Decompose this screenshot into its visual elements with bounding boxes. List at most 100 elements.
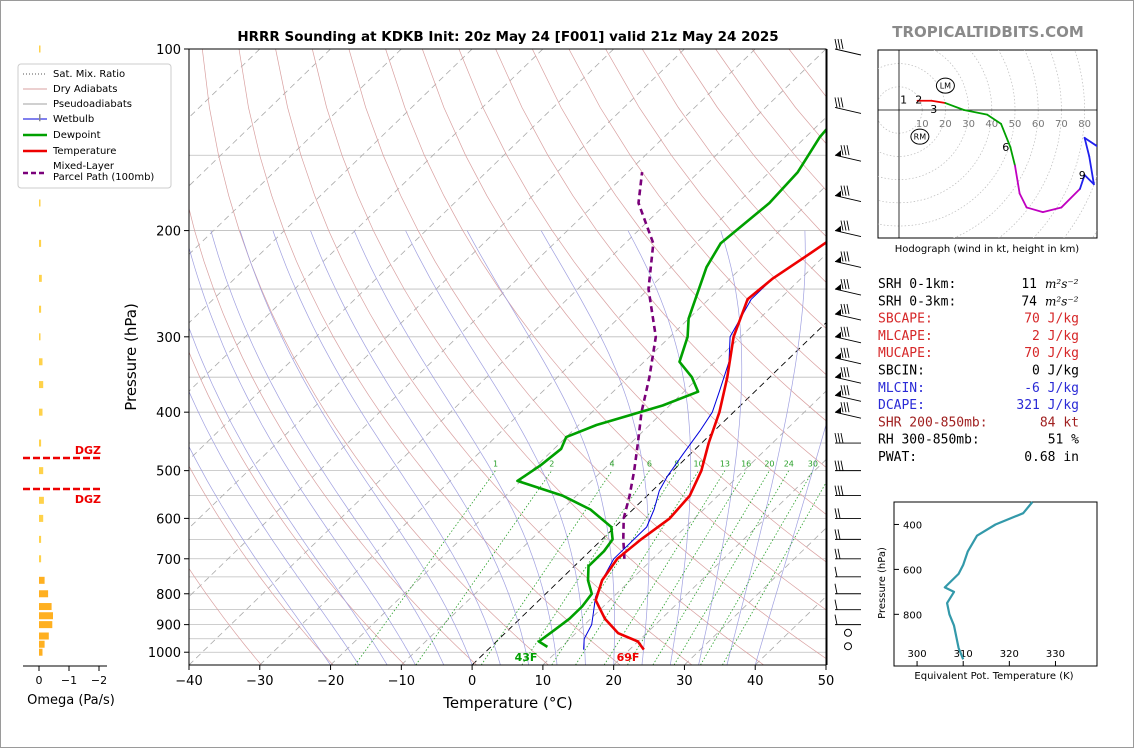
wind-barb-staff xyxy=(835,231,861,237)
hodograph-frame xyxy=(878,50,1097,238)
wind-barb-flag xyxy=(835,353,841,359)
mixing-ratio-label: 20 xyxy=(764,460,774,469)
legend-label-pseudo: Pseudoadiabats xyxy=(53,99,132,110)
wind-barb-staff xyxy=(835,196,861,202)
mixing-ratio-label: 13 xyxy=(720,460,730,469)
storm-motion-label: LM xyxy=(940,82,951,91)
wind-barb-feather xyxy=(838,486,840,496)
omega-axis-label: Omega (Pa/s) xyxy=(27,693,115,708)
stat-label: SRH 0-1km: xyxy=(878,277,956,292)
wind-barb-feather xyxy=(841,327,843,337)
wind-barb-feather xyxy=(835,584,837,594)
y-tick-label: 900 xyxy=(156,619,181,634)
omega-bar xyxy=(39,306,41,313)
isotherm-line xyxy=(260,49,897,665)
omega-bar xyxy=(39,381,43,388)
wind-barb-flag xyxy=(835,226,841,232)
wind-barb-feather xyxy=(847,385,849,395)
series-mixed-layer-parcel-path-mb xyxy=(623,172,656,559)
thetae-y-label: Pressure (hPa) xyxy=(877,547,888,619)
stat-value: 11 xyxy=(1021,277,1037,292)
mixing-ratio-label: 1 xyxy=(493,460,498,469)
omega-bar xyxy=(39,633,49,640)
y-tick-label: 500 xyxy=(156,465,181,480)
y-tick-label: 700 xyxy=(156,553,181,568)
omega-bar xyxy=(39,590,48,597)
legend-label-dewpoint: Dewpoint xyxy=(53,130,101,141)
wind-barb-staff xyxy=(835,314,861,320)
wind-barb-feather xyxy=(841,402,843,412)
x-tick-label: 0 xyxy=(468,674,476,689)
wind-barb-feather xyxy=(844,304,846,314)
mixing-ratio-line xyxy=(722,471,832,665)
wind-barb-staff xyxy=(835,107,861,113)
thetae-frame xyxy=(894,502,1097,666)
stat-label: SBCIN: xyxy=(878,364,925,379)
thetae-x-tick-label: 320 xyxy=(1000,649,1019,660)
stat-value: -6 J/kg xyxy=(1024,381,1079,396)
wind-barb-staff xyxy=(835,337,861,343)
wind-barb-feather xyxy=(841,385,843,395)
stat-value: 0 J/kg xyxy=(1032,364,1079,379)
wind-barb-feather xyxy=(838,461,840,471)
wind-barb-feather xyxy=(844,186,846,196)
omega-bar xyxy=(39,114,41,121)
omega-bar xyxy=(39,515,43,522)
isotherm-line xyxy=(118,49,755,665)
omega-bar xyxy=(39,199,41,206)
hodo-height-label: 6 xyxy=(1002,141,1009,154)
mixing-ratio-label: 6 xyxy=(647,460,652,469)
y-tick-label: 800 xyxy=(156,588,181,603)
wind-barb-feather xyxy=(844,348,846,358)
wind-barb-feather xyxy=(838,529,840,539)
wind-barb-feather xyxy=(841,279,843,289)
legend-label-wetbulb: Wetbulb xyxy=(53,114,94,125)
wind-barb-feather xyxy=(847,251,849,261)
moist-adiabat-line xyxy=(406,231,586,665)
x-tick-label: 20 xyxy=(605,674,622,689)
wind-barb-feather xyxy=(847,221,849,231)
omega-bar xyxy=(39,603,52,610)
y-tick-label: 1000 xyxy=(148,646,181,661)
mixing-ratio-label: 16 xyxy=(741,460,751,469)
stat-label: DCAPE: xyxy=(878,398,925,413)
wind-barb-feather xyxy=(844,221,846,231)
wind-barb-flag xyxy=(835,372,841,378)
storm-motion-label: RM xyxy=(914,133,927,142)
wind-barb-feather xyxy=(841,186,843,196)
thetae-y-tick-label: 600 xyxy=(903,565,922,576)
thetae-x-label: Equivalent Pot. Temperature (K) xyxy=(914,671,1073,682)
wind-barb-flag xyxy=(835,309,841,315)
moist-adiabat-line xyxy=(467,231,614,665)
y-axis-label: Pressure (hPa) xyxy=(122,303,140,411)
legend-label-temperature: Temperature xyxy=(52,146,116,157)
wind-barb-feather xyxy=(835,615,837,625)
thetae-y-tick-label: 400 xyxy=(903,520,922,531)
hodo-ring-label: 60 xyxy=(1032,119,1045,130)
omega-bar xyxy=(39,467,43,474)
wind-barb-staff xyxy=(835,261,861,267)
wind-barb-calm xyxy=(845,643,852,650)
wind-barb-feather xyxy=(844,367,846,377)
wind-barb-feather xyxy=(844,251,846,261)
x-tick-label: 30 xyxy=(676,674,693,689)
x-tick-label: −10 xyxy=(388,674,415,689)
wind-barb-feather xyxy=(847,145,849,155)
omega-bar xyxy=(39,621,52,628)
stat-label: MLCIN: xyxy=(878,381,925,396)
wind-barb-feather xyxy=(847,367,849,377)
wind-barb-feather xyxy=(844,279,846,289)
hodograph-caption: Hodograph (wind in kt, height in km) xyxy=(895,244,1080,255)
wind-barb-feather xyxy=(838,39,840,49)
x-tick-label: −30 xyxy=(246,674,273,689)
thetae-x-tick-label: 330 xyxy=(1046,649,1065,660)
wind-barb-feather xyxy=(835,508,837,518)
wind-barb-feather xyxy=(841,367,843,377)
wind-barb-staff xyxy=(835,49,861,55)
stat-value: 70 J/kg xyxy=(1024,346,1079,361)
mixing-ratio-line xyxy=(674,471,789,665)
moist-adiabat-line xyxy=(160,231,387,665)
